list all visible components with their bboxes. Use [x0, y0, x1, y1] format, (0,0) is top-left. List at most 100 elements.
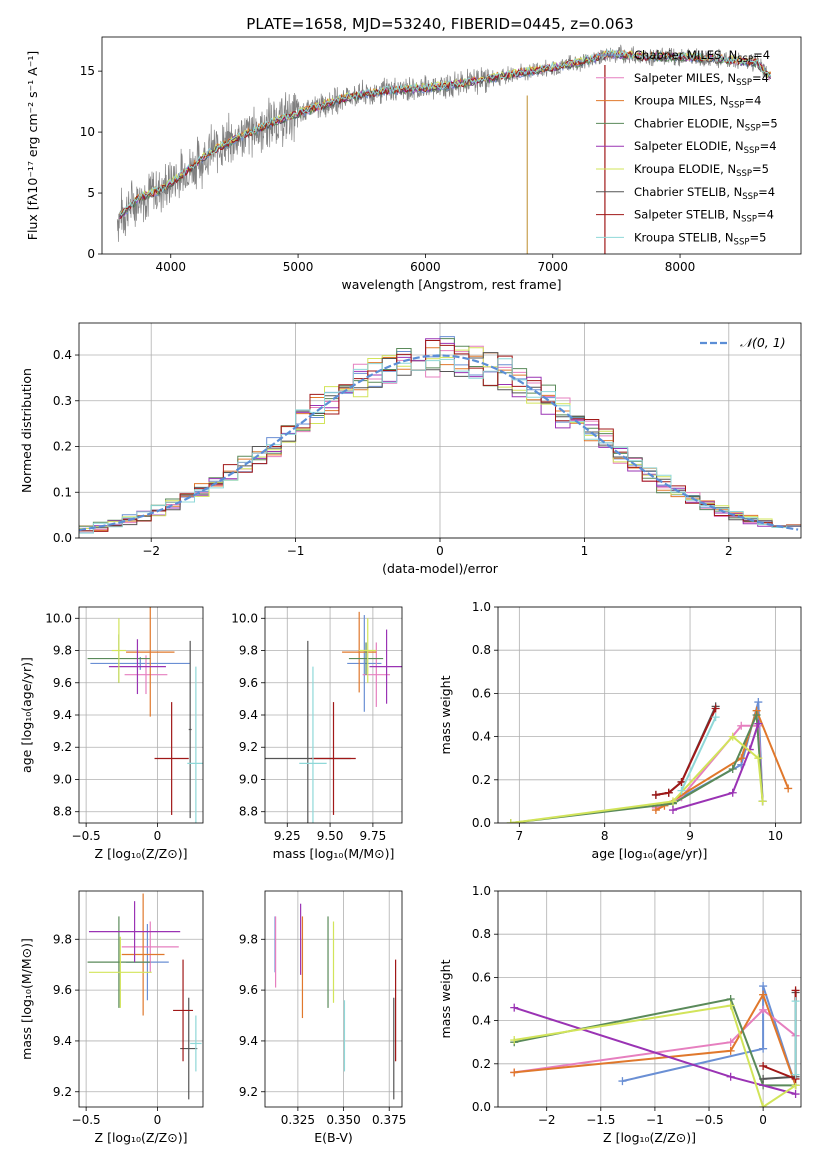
- x-tick-label: 0.375: [372, 1113, 406, 1127]
- weight-marker: [791, 986, 800, 995]
- panel-age-vs-mass: 9.25 9.50 9.75 8.8 9.0 9.2 9.4 9.6 9.8 10.0 mass […: [231, 606, 403, 861]
- weight-marker: [737, 721, 746, 730]
- plot-area: [265, 611, 402, 823]
- weight-line: [514, 1004, 797, 1107]
- legend-label: Chabrier ELODIE, NSSP=5: [634, 116, 778, 133]
- x-tick-label: 5000: [283, 260, 314, 274]
- errorbar-point: [187, 666, 203, 823]
- errorbar-point: [154, 702, 189, 815]
- panel-mass-weight-vs-z: −2 −1.5 −1 −0.5 0 0.0 0.2 0.4 0.6 0.8 1.0 Z [log₁₀(…: [438, 884, 802, 1145]
- x-tick-label: 9.50: [317, 829, 344, 843]
- errorbar-point: [88, 901, 181, 963]
- y-tick-label: 9.4: [53, 1034, 72, 1048]
- errorbar-point: [87, 916, 151, 1008]
- weight-line: [655, 708, 717, 796]
- weight-marker: [711, 704, 720, 713]
- x-tick-label: −2: [538, 1113, 556, 1127]
- axes-frame: [264, 890, 403, 1108]
- plot-area: [116, 44, 772, 254]
- x-axis-label: Z [log₁₀(Z/Z⊙)]: [95, 846, 188, 861]
- x-tick-label: 8000: [665, 260, 696, 274]
- weight-marker: [737, 754, 746, 763]
- weight-line: [680, 716, 717, 792]
- errorbar-point: [359, 618, 377, 683]
- weight-line: [514, 992, 797, 1086]
- plot-area: [87, 893, 202, 1100]
- weight-marker: [752, 711, 761, 719]
- weight-marker: [651, 790, 660, 799]
- y-tick-label: 9.4: [239, 708, 258, 722]
- weight-marker: [664, 788, 673, 797]
- y-tick-label: 0.6: [472, 970, 491, 984]
- weight-marker: [758, 797, 767, 806]
- y-axis-label: mass [log₁₀(M/M⊙)]: [19, 938, 34, 1060]
- panel-mass-weight-vs-age: 7 8 9 10 0.0 0.2 0.4 0.6 0.8 1.0 age [log₁₀(age/yr…: [438, 600, 802, 861]
- x-tick-label: 10: [768, 829, 783, 843]
- legend-label: Chabrier STELIB, NSSP=4: [634, 185, 775, 202]
- errorbar-point: [121, 893, 165, 1016]
- y-tick-label: 9.2: [239, 740, 258, 754]
- y-tick-label: 9.8: [53, 644, 72, 658]
- weight-marker: [728, 732, 737, 741]
- errorbar-point: [88, 936, 152, 1008]
- weight-marker: [510, 1068, 519, 1077]
- weight-marker: [506, 819, 515, 823]
- model-spectrum: [119, 51, 771, 218]
- y-tick-label: 9.8: [239, 932, 258, 946]
- y-axis-label: mass weight: [438, 959, 453, 1038]
- y-tick-label: 0.0: [472, 1100, 491, 1114]
- weight-marker: [668, 797, 677, 806]
- x-axis-label: Z [log₁₀(Z/Z⊙)]: [603, 1130, 696, 1145]
- x-tick-label: 6000: [410, 260, 441, 274]
- x-tick-label: −1: [287, 544, 305, 558]
- y-tick-label: 0.2: [472, 1057, 491, 1071]
- weight-marker: [759, 990, 768, 999]
- y-tick-label: 0.4: [53, 348, 72, 362]
- weight-marker: [726, 1038, 735, 1047]
- y-tick-label: 0.4: [472, 1014, 491, 1028]
- weight-marker: [618, 1077, 627, 1086]
- panel-age-vs-z: −0.5 0 8.8 9.0 9.2 9.4 9.6 9.8 10.0 Z [log₁₀(Z/Z⊙…: [19, 606, 204, 861]
- model-spectrum: [119, 50, 772, 219]
- x-tick-label: −0.5: [72, 1113, 101, 1127]
- weight-marker: [726, 1072, 735, 1081]
- y-tick-label: 0.3: [53, 394, 72, 408]
- y-tick-label: 1.0: [472, 884, 491, 898]
- errorbar-point: [369, 629, 402, 704]
- gaussian-curve: [79, 354, 799, 532]
- weight-line: [655, 701, 764, 809]
- weight-marker: [784, 784, 793, 793]
- y-tick-label: 9.8: [53, 932, 72, 946]
- errorbar-point: [121, 921, 179, 973]
- weight-marker: [759, 1005, 768, 1014]
- y-tick-label: 9.2: [239, 1085, 258, 1099]
- weight-marker: [759, 1044, 768, 1053]
- y-tick-label: 0.6: [472, 686, 491, 700]
- x-tick-label: 2: [725, 544, 733, 558]
- weight-marker: [759, 1074, 768, 1083]
- weight-marker: [754, 698, 763, 707]
- y-tick-label: 8.8: [53, 805, 72, 819]
- y-tick-label: 0: [87, 247, 95, 261]
- y-tick-label: 9.0: [53, 772, 72, 786]
- x-tick-label: 7: [516, 829, 524, 843]
- weight-marker: [510, 1036, 519, 1045]
- x-tick-label: 0: [154, 1113, 162, 1127]
- weight-line: [672, 723, 760, 811]
- y-tick-label: 0.0: [53, 531, 72, 545]
- y-axis-label: Flux [fλ10⁻¹⁷ erg cm⁻² s⁻¹ A⁻¹]: [25, 51, 40, 240]
- weight-marker: [728, 788, 737, 797]
- panel-spectrum: 4000 5000 6000 7000 8000 0 5 10 15 wavelength [An…: [25, 36, 802, 292]
- y-tick-label: 0.2: [472, 773, 491, 787]
- weight-marker: [759, 1103, 768, 1107]
- y-tick-label: 0.0: [472, 816, 491, 830]
- x-tick-label: −0.5: [72, 829, 101, 843]
- errorbar-point: [111, 618, 127, 683]
- y-tick-label: 0.8: [472, 927, 491, 941]
- x-tick-label: 9.75: [360, 829, 387, 843]
- y-tick-label: 15: [80, 64, 95, 78]
- panel-mass-vs-z: −0.5 0 9.2 9.4 9.6 9.8 Z [log₁₀(Z/Z⊙)] mass [lo…: [19, 890, 204, 1145]
- errorbar-point: [311, 702, 356, 815]
- errorbar-point: [124, 655, 168, 695]
